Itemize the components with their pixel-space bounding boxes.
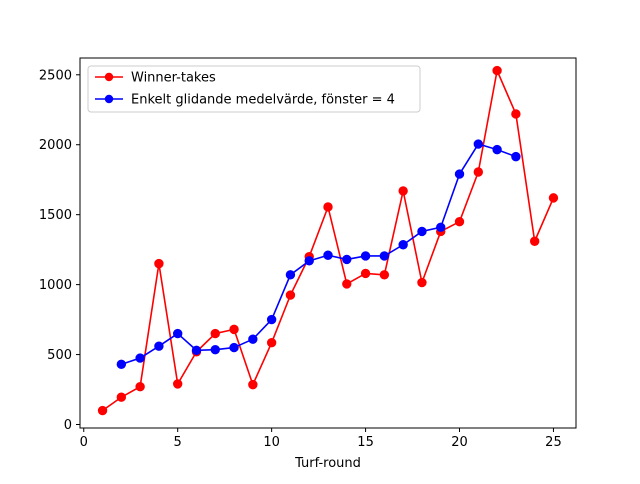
x-axis-ticks: 0 5 10 15 20 25 bbox=[80, 428, 562, 450]
legend-marker bbox=[104, 72, 114, 82]
legend: Winner-takes Enkelt glidande medelvärde, … bbox=[87, 65, 421, 113]
data-point bbox=[398, 186, 408, 196]
data-point bbox=[492, 65, 502, 76]
x-tick-label: 0 bbox=[80, 435, 88, 450]
data-point bbox=[116, 359, 127, 370]
series-layer bbox=[97, 65, 559, 416]
x-axis-label: Turf-round bbox=[294, 456, 361, 471]
data-point bbox=[229, 342, 239, 353]
data-point bbox=[417, 277, 427, 288]
axes-frame bbox=[79, 57, 577, 429]
data-point bbox=[191, 345, 202, 356]
data-point bbox=[248, 334, 258, 344]
data-point bbox=[97, 405, 108, 416]
x-tick-label: 25 bbox=[545, 435, 562, 450]
x-tick-label: 5 bbox=[174, 435, 182, 450]
data-point bbox=[342, 254, 352, 265]
data-point bbox=[172, 328, 183, 339]
data-point bbox=[511, 109, 521, 119]
data-point bbox=[548, 193, 559, 203]
legend-marker bbox=[104, 94, 114, 104]
data-point bbox=[248, 379, 258, 390]
data-point bbox=[436, 222, 446, 232]
y-tick-label: 1500 bbox=[39, 208, 72, 223]
y-tick-label: 0 bbox=[64, 418, 72, 433]
legend-item: Enkelt glidande medelvärde, fönster = 4 bbox=[95, 93, 395, 108]
x-tick-label: 10 bbox=[263, 435, 280, 450]
data-point bbox=[116, 392, 127, 402]
data-point bbox=[229, 324, 239, 335]
data-point bbox=[360, 268, 371, 279]
data-point bbox=[342, 279, 352, 289]
data-point bbox=[304, 256, 314, 266]
y-tick-label: 2500 bbox=[39, 68, 72, 83]
legend-label: Winner-takes bbox=[131, 71, 216, 86]
x-tick-label: 20 bbox=[451, 435, 468, 450]
data-point bbox=[135, 353, 145, 363]
data-point bbox=[379, 270, 390, 280]
series-line bbox=[121, 143, 517, 366]
plot-area-frame bbox=[79, 57, 577, 429]
series-1 bbox=[97, 65, 559, 416]
data-point bbox=[285, 290, 296, 300]
legend-label: Enkelt glidande medelvärde, fönster = 4 bbox=[131, 93, 395, 108]
data-point bbox=[172, 379, 183, 389]
data-point bbox=[135, 382, 145, 392]
data-point bbox=[492, 144, 502, 155]
data-point bbox=[360, 251, 371, 261]
x-tick-label: 15 bbox=[357, 435, 374, 450]
y-tick-label: 2000 bbox=[39, 138, 72, 153]
data-point bbox=[323, 202, 333, 212]
data-point bbox=[511, 151, 521, 162]
y-axis-ticks: 0 500 1000 1500 2000 2500 bbox=[39, 68, 80, 433]
data-point bbox=[285, 270, 296, 280]
data-point bbox=[266, 314, 277, 325]
data-point bbox=[454, 169, 465, 179]
legend-box bbox=[87, 65, 421, 113]
y-tick-label: 500 bbox=[47, 348, 72, 363]
data-point bbox=[417, 226, 427, 237]
y-tick-label: 1000 bbox=[39, 278, 72, 293]
data-point bbox=[154, 341, 164, 351]
data-point bbox=[210, 328, 220, 339]
data-point bbox=[529, 236, 540, 246]
data-point bbox=[154, 258, 164, 269]
series-line bbox=[102, 69, 555, 412]
data-point bbox=[266, 337, 277, 348]
data-point bbox=[454, 216, 465, 227]
data-point bbox=[473, 139, 484, 149]
data-point bbox=[398, 240, 408, 250]
data-point bbox=[323, 250, 333, 260]
data-point bbox=[379, 251, 390, 261]
legend-item: Winner-takes bbox=[95, 71, 216, 86]
data-point bbox=[473, 167, 484, 177]
series-2 bbox=[116, 139, 521, 370]
data-point bbox=[210, 344, 220, 355]
